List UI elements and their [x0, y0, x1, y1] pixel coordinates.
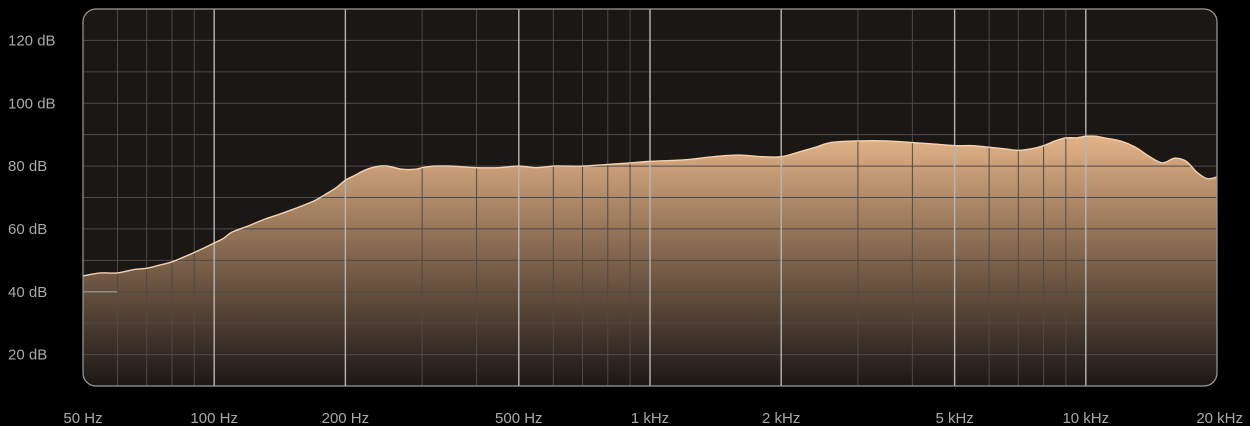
x-tick-label: 500 Hz [495, 410, 543, 426]
y-tick-label: 80 dB [8, 158, 47, 175]
grid-layer [83, 9, 1217, 386]
x-tick-label: 100 Hz [190, 410, 238, 426]
response-line [83, 135, 1217, 277]
x-tick-label: 2 kHz [762, 410, 800, 426]
x-tick-label: 5 kHz [935, 410, 973, 426]
x-tick-label: 1 kHz [631, 410, 669, 426]
plot-frame [82, 8, 1218, 387]
y-tick-label: 20 dB [8, 347, 47, 364]
y-tick-label: 40 dB [8, 284, 47, 301]
x-tick-label: 50 Hz [63, 410, 102, 426]
x-tick-label: 10 kHz [1062, 410, 1109, 426]
y-tick-label: 60 dB [8, 221, 47, 238]
y-axis-labels: 20 dB 40 dB 60 dB 80 dB 100 dB 120 dB [8, 32, 56, 363]
y-tick-label: 120 dB [8, 32, 56, 49]
x-tick-label: 200 Hz [322, 410, 370, 426]
line-layer [83, 135, 1217, 277]
x-tick-label: 20 kHz [1196, 410, 1243, 426]
x-axis-labels: 50 Hz 100 Hz 200 Hz 500 Hz 1 kHz 2 kHz 5 kHz 10… [63, 410, 1243, 426]
y-tick-label: 100 dB [8, 95, 56, 112]
